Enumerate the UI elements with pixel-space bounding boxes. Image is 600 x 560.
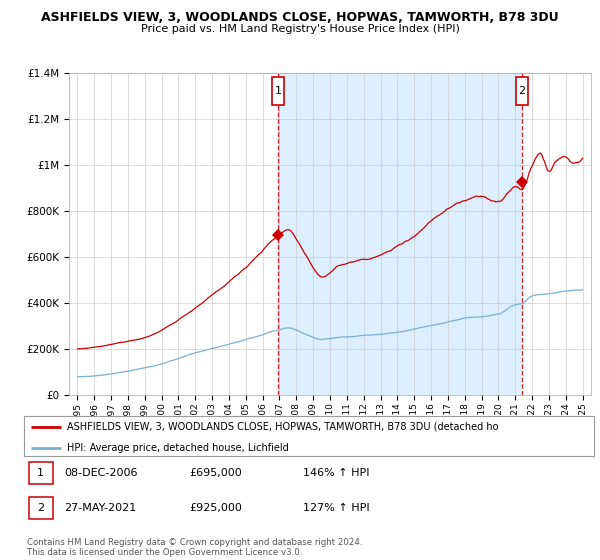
Text: £695,000: £695,000: [190, 468, 242, 478]
Text: HPI: Average price, detached house, Lichfield: HPI: Average price, detached house, Lich…: [67, 442, 289, 452]
Text: Price paid vs. HM Land Registry's House Price Index (HPI): Price paid vs. HM Land Registry's House …: [140, 24, 460, 34]
Text: Contains HM Land Registry data © Crown copyright and database right 2024.
This d: Contains HM Land Registry data © Crown c…: [27, 538, 362, 557]
Text: ASHFIELDS VIEW, 3, WOODLANDS CLOSE, HOPWAS, TAMWORTH, B78 3DU: ASHFIELDS VIEW, 3, WOODLANDS CLOSE, HOPW…: [41, 11, 559, 24]
Text: 1: 1: [37, 468, 44, 478]
FancyBboxPatch shape: [272, 77, 284, 105]
Bar: [278, 73, 522, 395]
Text: 27-MAY-2021: 27-MAY-2021: [64, 503, 136, 513]
Text: 1: 1: [275, 86, 281, 96]
Text: 127% ↑ HPI: 127% ↑ HPI: [304, 503, 370, 513]
Text: £925,000: £925,000: [190, 503, 242, 513]
Text: 2: 2: [518, 86, 526, 96]
Text: ASHFIELDS VIEW, 3, WOODLANDS CLOSE, HOPWAS, TAMWORTH, B78 3DU (detached ho: ASHFIELDS VIEW, 3, WOODLANDS CLOSE, HOPW…: [67, 422, 498, 432]
Text: 08-DEC-2006: 08-DEC-2006: [64, 468, 137, 478]
Text: 2: 2: [37, 503, 44, 513]
FancyBboxPatch shape: [516, 77, 528, 105]
FancyBboxPatch shape: [29, 462, 53, 484]
Text: 146% ↑ HPI: 146% ↑ HPI: [304, 468, 370, 478]
FancyBboxPatch shape: [29, 497, 53, 520]
